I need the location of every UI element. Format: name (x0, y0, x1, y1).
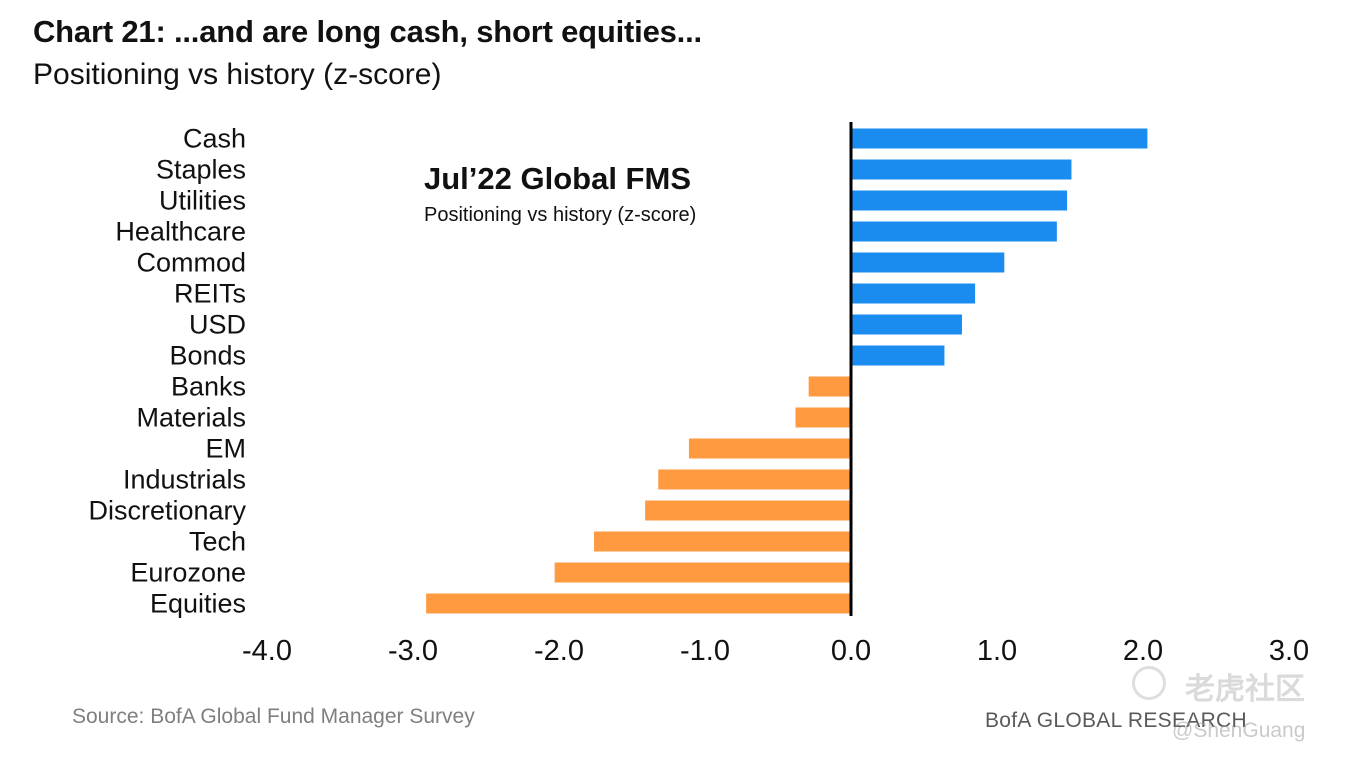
bar-equities (426, 593, 851, 614)
category-label-materials: Materials (136, 403, 246, 433)
category-label-bonds: Bonds (169, 341, 246, 371)
category-label-industrials: Industrials (123, 465, 246, 495)
x-tick-label: 1.0 (977, 635, 1017, 667)
bars-layer (426, 128, 1148, 614)
category-labels: CashStaplesUtilitiesHealthcareCommodREIT… (88, 124, 246, 619)
category-label-utilities: Utilities (159, 186, 246, 216)
bar-reits (851, 283, 976, 304)
category-label-eurozone: Eurozone (130, 558, 246, 588)
bar-healthcare (851, 221, 1057, 242)
bar-materials (795, 407, 851, 428)
watermark-user: @ShenGuang (1172, 719, 1306, 742)
category-label-discretionary: Discretionary (88, 496, 246, 526)
watermark-logo-icon (1132, 666, 1166, 700)
inset-subtitle: Positioning vs history (z-score) (424, 204, 696, 226)
bar-discretionary (645, 500, 851, 521)
category-label-equities: Equities (150, 589, 246, 619)
inset-title: Jul’22 Global FMS (424, 161, 691, 196)
bar-tech (594, 531, 851, 552)
bar-eurozone (554, 562, 851, 583)
bar-em (688, 438, 851, 459)
x-tick-label: 0.0 (831, 635, 871, 667)
bar-staples (851, 159, 1072, 180)
bar-commod (851, 252, 1005, 273)
bar-bonds (851, 345, 945, 366)
category-label-banks: Banks (171, 372, 246, 402)
chart-subtitle: Positioning vs history (z-score) (33, 58, 442, 91)
chart-title: Chart 21: ...and are long cash, short eq… (33, 14, 702, 49)
x-tick-label: -1.0 (680, 635, 730, 667)
watermark-site: 老虎社区 (1185, 673, 1305, 706)
category-label-em: EM (206, 434, 247, 464)
category-label-tech: Tech (189, 527, 246, 557)
x-tick-label: 2.0 (1123, 635, 1163, 667)
category-label-commod: Commod (136, 248, 246, 278)
source-note: Source: BofA Global Fund Manager Survey (72, 705, 475, 728)
category-label-reits: REITs (174, 279, 246, 309)
category-label-healthcare: Healthcare (115, 217, 246, 247)
x-tick-label: 3.0 (1269, 635, 1309, 667)
bar-usd (851, 314, 962, 335)
x-tick-label: -2.0 (534, 635, 584, 667)
brand-label: BofA GLOBAL RESEARCH (985, 709, 1247, 732)
bar-cash (851, 128, 1148, 149)
category-label-cash: Cash (183, 124, 246, 154)
bar-banks (808, 376, 851, 397)
x-tick-label: -4.0 (242, 635, 292, 667)
x-axis-ticks: -4.0 -3.0 -2.0 -1.0 0.0 1.0 2.0 3.0 (242, 635, 1309, 667)
category-label-usd: USD (189, 310, 246, 340)
bar-utilities (851, 190, 1068, 211)
bar-industrials (658, 469, 851, 490)
x-tick-label: -3.0 (388, 635, 438, 667)
category-label-staples: Staples (156, 155, 246, 185)
